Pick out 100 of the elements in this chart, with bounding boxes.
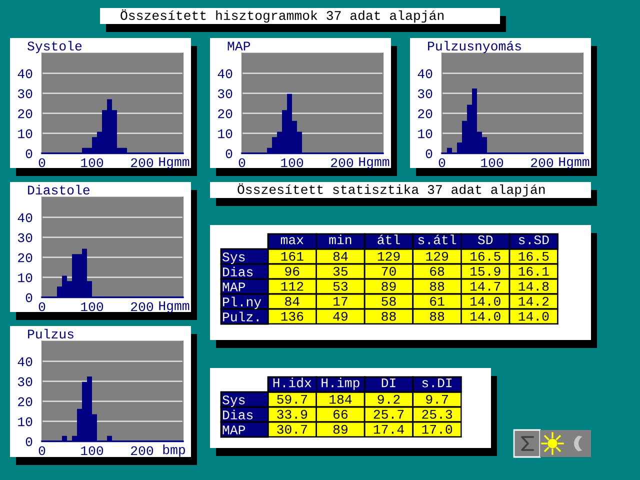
data-label: 14.0 — [518, 312, 549, 321]
data-label: 14.7 — [470, 282, 500, 291]
data-label: 35 — [333, 266, 348, 276]
data-label: 9.7 — [426, 394, 448, 404]
data-label: 17.4 — [374, 424, 404, 434]
y-tick-label: 0 — [226, 149, 232, 158]
data-label: 96 — [285, 266, 300, 276]
x-tick-label: 200 — [131, 158, 154, 168]
data-label: 59.7 — [277, 394, 307, 404]
y-tick-label: 30 — [18, 377, 32, 386]
x-tick-label: 0 — [38, 302, 46, 312]
y-tick-label: 20 — [418, 109, 432, 118]
y-tick-label: 20 — [18, 397, 32, 406]
y-tick-label: MAP — [222, 426, 246, 434]
y-tick-label: 0 — [26, 293, 32, 302]
chart-title: Systole — [28, 40, 82, 54]
x-tick-label: 200 — [331, 158, 354, 168]
data-label: 84 — [285, 296, 300, 306]
x-axis-title: Hgmm — [559, 157, 590, 169]
data-label: 14.8 — [518, 282, 549, 291]
x-tick-label: 200 — [131, 446, 154, 456]
y-tick-label: 30 — [18, 233, 32, 242]
data-label: 70 — [382, 266, 396, 276]
x-tick-label: 100 — [81, 158, 104, 168]
y-tick-label: 40 — [18, 213, 32, 222]
y-tick-label: 30 — [418, 89, 432, 98]
data-label: 53 — [333, 282, 348, 291]
data-label: 129 — [426, 252, 448, 261]
y-tick-label: Dias — [223, 410, 253, 420]
y-tick-label: Dias — [223, 266, 253, 276]
x-tick-label: 200 — [131, 302, 154, 312]
data-label: 16.1 — [518, 266, 549, 276]
x-tick-label: H.imp — [322, 378, 360, 390]
data-label: 30.7 — [277, 424, 307, 434]
y-tick-label: 0 — [26, 149, 32, 158]
y-tick-label: 0 — [26, 437, 32, 446]
x-tick-label: min — [329, 234, 352, 244]
y-tick-label: 10 — [18, 417, 32, 426]
y-tick-label: 0 — [426, 149, 432, 158]
x-tick-label: DI — [382, 378, 396, 388]
x-tick-label: átl — [378, 234, 400, 244]
y-tick-label: Pulz. — [223, 312, 258, 322]
data-label: 161 — [281, 252, 304, 261]
y-tick-label: 40 — [218, 69, 232, 78]
x-tick-label: max — [280, 237, 304, 244]
data-label: 33.9 — [277, 410, 308, 419]
data-label: 88 — [430, 312, 444, 321]
x-tick-label: 100 — [81, 302, 104, 312]
y-tick-label: 20 — [18, 109, 32, 118]
data-label: 184 — [330, 394, 352, 404]
data-label: 136 — [281, 312, 304, 321]
data-label: 16.5 — [470, 252, 500, 261]
x-tick-label: 100 — [281, 158, 304, 168]
data-label: 17 — [333, 296, 348, 306]
data-label: 25.7 — [374, 410, 404, 419]
y-tick-label: 20 — [218, 109, 232, 118]
chart-title: Pulzus — [28, 328, 74, 339]
data-label: 14.0 — [470, 296, 500, 306]
data-label: 88 — [430, 282, 444, 291]
data-label: 84 — [333, 252, 348, 261]
y-tick-label: Sys — [222, 395, 245, 408]
x-tick-label: s.SD — [518, 235, 549, 244]
chart-title: Összesített statisztika 37 adat alapján — [238, 183, 545, 197]
x-axis-title: Hgmm — [159, 157, 190, 169]
x-tick-label: 0 — [38, 158, 46, 168]
y-tick-label: 40 — [18, 357, 32, 366]
x-tick-label: 0 — [438, 158, 446, 168]
text: Összesített hisztogrammok 37 adat alapján — [120, 9, 444, 23]
y-tick-label: 30 — [18, 89, 32, 98]
data-label: 14.2 — [518, 296, 549, 306]
y-tick-label: MAP — [222, 282, 246, 292]
data-label: 58 — [382, 296, 396, 306]
x-tick-label: H.idx — [273, 378, 312, 388]
x-axis-title: Hgmm — [359, 157, 390, 169]
data-label: 25.3 — [422, 410, 452, 419]
data-label: 89 — [333, 424, 348, 434]
x-tick-label: 100 — [81, 446, 104, 456]
y-tick-label: Pl.ny — [223, 296, 262, 310]
y-tick-label: Sys — [222, 252, 245, 264]
data-label: 129 — [378, 252, 400, 261]
x-tick-label: s.átl — [418, 234, 456, 244]
y-tick-label: 10 — [18, 273, 32, 282]
chart-title: Diastole — [28, 184, 90, 195]
data-label: 68 — [430, 266, 444, 276]
chart-title: Pulzusnyomás — [428, 40, 521, 54]
data-label: 89 — [382, 282, 396, 291]
x-tick-label: SD — [478, 235, 493, 244]
data-label: 112 — [281, 282, 304, 291]
data-label: 15.9 — [470, 266, 500, 276]
x-axis-title: bmp — [163, 444, 185, 457]
data-label: 61 — [430, 296, 444, 306]
y-tick-label: 10 — [418, 129, 432, 138]
data-label: 88 — [382, 312, 396, 321]
x-tick-label: 200 — [531, 158, 554, 168]
x-axis-title: Hgmm — [159, 301, 190, 313]
y-tick-label: 10 — [18, 129, 32, 138]
data-label: 49 — [333, 312, 348, 321]
y-tick-label: 30 — [218, 89, 232, 98]
data-label: 17.0 — [422, 424, 452, 434]
data-label: 16.5 — [518, 252, 549, 261]
